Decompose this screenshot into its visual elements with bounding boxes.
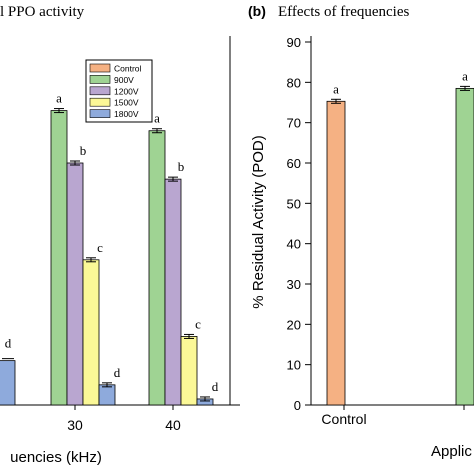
bar-a-900V-40 [148,130,166,406]
legend-swatch-900V [89,75,111,84]
legend-label-1800V: 1800V [114,109,139,119]
panel-a-title: l PPO activity [0,4,85,20]
bar-a-1500V-40-letter: c [195,316,201,331]
legend-swatch-Control [89,63,111,73]
legend-label-900V: 900V [114,75,134,85]
panel-b-bars: aa [326,68,474,406]
bar-b-1-letter: a [462,68,468,83]
panel-b-ytick-label-60: 60 [287,156,301,171]
bar-b-1 [455,87,474,406]
panel-a-xtick-label-30: 30 [67,417,83,433]
panel-b-ytick-label-50: 50 [287,196,301,211]
legend-label-Control: Control [114,64,142,74]
bar-a-1200V-30-letter: b [80,143,87,158]
panel-b-y-ticks: 0 10 20 30 40 50 60 70 80 90 [287,35,465,413]
bar-a-partial-left-letter: d [5,336,12,351]
bar-a-partial-left [0,360,16,406]
bar-a-900V-40-letter: a [154,111,160,126]
panel-b-ytick-label-40: 40 [287,237,301,252]
bar-a-1800V-40-letter: d [212,379,219,394]
bar-a-1800V-30-letter: d [114,365,121,380]
bar-a-1200V-40-letter: b [178,159,185,174]
bar-a-1200V-40 [164,178,182,406]
panel-a-bars: a a b b c c d d d 30 40 [0,91,219,433]
panel-b-xlabel: Applic [431,443,472,460]
panel-b-ytick-label-10: 10 [287,358,301,373]
legend-label-1200V: 1200V [114,86,139,96]
bar-b-0 [326,100,346,406]
panel-b-ytick-label-70: 70 [287,116,301,131]
bar-a-1200V-30 [66,162,84,406]
bar-a-1500V-40 [180,336,198,406]
panel-b-ytick-label-0: 0 [294,398,301,413]
bar-a-1500V-30 [82,259,100,406]
panel-b-ytick-label-80: 80 [287,75,301,90]
bar-a-900V-30-letter: a [56,91,62,106]
panel-a-xtick-label-40: 40 [165,417,181,433]
panel-b-category-label: Control [321,411,366,427]
panel-b-ylabel: % Residual Activity (POD) [250,135,267,308]
legend-swatch-1500V [89,97,111,107]
panel-a-xlabel: uencies (kHz) [10,449,102,466]
bar-b-0-letter: a [333,81,339,96]
bar-a-1800V-30 [98,384,116,406]
panel-b-title: Effects of frequencies [278,4,409,20]
legend-swatch-1800V [89,109,111,118]
bar-a-1500V-30-letter: c [97,240,103,255]
panel-b-ytick-label-90: 90 [287,35,301,50]
bar-a-900V-30 [50,110,68,406]
legend-label-1500V: 1500V [114,98,139,108]
panel-b-label: (b) [248,3,266,19]
panel-b-ytick-label-20: 20 [287,317,301,332]
panel-b-ytick-label-30: 30 [287,277,301,292]
legend-swatch-1200V [89,86,111,96]
